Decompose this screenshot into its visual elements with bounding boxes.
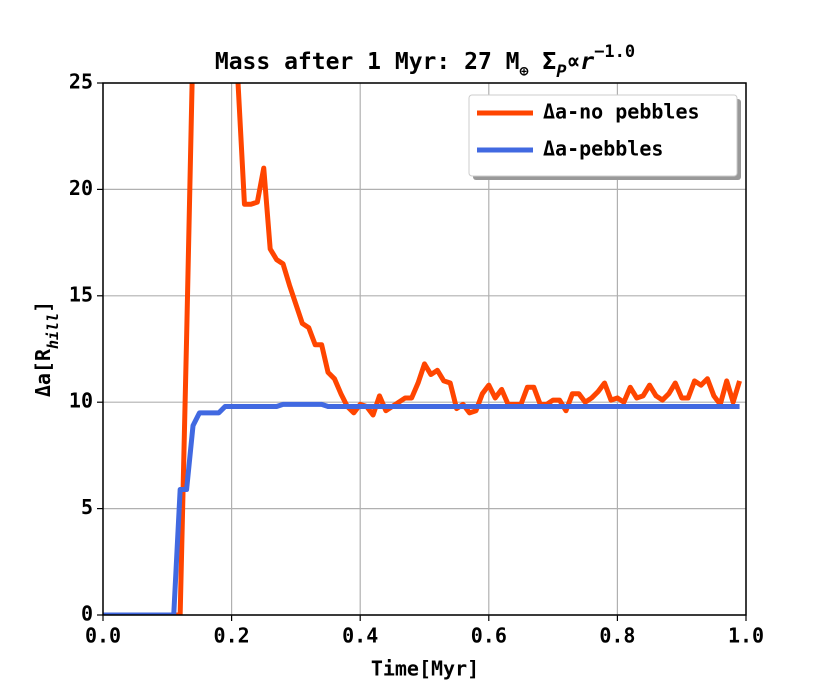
- plot-frame: [102, 82, 747, 616]
- title-part: Σ: [529, 49, 557, 75]
- y-tick-label: 10: [69, 389, 93, 413]
- y-tick-label: 25: [69, 70, 93, 94]
- x-axis-label: Time[Myr]: [371, 657, 479, 681]
- data-line: [103, 401, 740, 615]
- data-line: [103, 83, 742, 615]
- y-tick-label: 0: [81, 602, 93, 626]
- title-part: P: [556, 62, 567, 82]
- legend: [468, 94, 738, 177]
- y-tick-label: 20: [69, 176, 93, 200]
- x-tick-label: 0.6: [471, 624, 507, 648]
- x-tick-label: 0.2: [214, 624, 250, 648]
- x-tick-label: 1.0: [728, 624, 764, 648]
- legend-label: Δa-no pebbles: [543, 100, 700, 124]
- chart-title: Mass after 1 Myr: 27 M⊕ ΣP∝r−1.0: [215, 42, 635, 82]
- x-tick-label: 0.8: [599, 624, 635, 648]
- y-label-part: Δa[R: [31, 348, 55, 397]
- y-label-part: ]: [31, 301, 55, 313]
- title-part: Mass after 1 Myr: 27 M: [215, 49, 520, 75]
- y-axis-label: Δa[Rhill]: [31, 301, 62, 397]
- y-tick-label: 15: [69, 282, 93, 306]
- x-tick-label: 0.4: [342, 624, 378, 648]
- y-tick-label: 5: [81, 495, 93, 519]
- title-part: −1.0: [594, 42, 635, 62]
- title-part: ⊕: [519, 62, 528, 80]
- title-part: ∝: [566, 49, 580, 75]
- legend-label: Δa-pebbles: [543, 137, 663, 161]
- x-tick-label: 0.0: [85, 624, 121, 648]
- title-part: r: [580, 49, 594, 75]
- y-label-part: hill: [44, 313, 62, 349]
